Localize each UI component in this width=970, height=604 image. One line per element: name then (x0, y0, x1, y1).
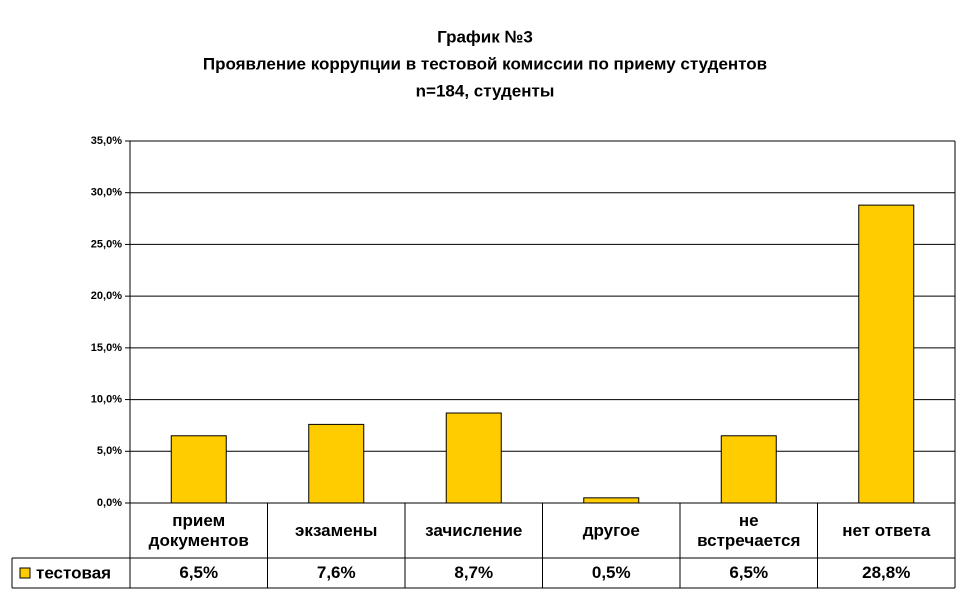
bar (583, 497, 640, 504)
x-tick-label: другое (582, 520, 640, 540)
y-tick-label: 20,0% (91, 290, 122, 302)
bar (170, 435, 227, 504)
data-label: 8,7% (454, 563, 494, 582)
x-tick-label: зачисление (425, 520, 523, 540)
x-tick-label: не встречается (697, 510, 801, 550)
data-label: 28,8% (862, 563, 911, 582)
data-label: 6,5% (729, 563, 769, 582)
x-tick-label: экзамены (295, 520, 378, 540)
data-label: 6,5% (179, 563, 219, 582)
data-label: 7,6% (316, 563, 356, 582)
y-tick-label: 0,0% (97, 497, 122, 509)
chart-title: Проявление коррупции в тестовой комиссии… (203, 54, 767, 73)
y-tick-label: 35,0% (91, 135, 122, 147)
y-tick-label: 10,0% (91, 393, 122, 405)
legend-label: тестовая (36, 563, 111, 582)
y-tick-label: 25,0% (91, 238, 122, 250)
data-label: 0,5% (591, 563, 631, 582)
bar (308, 423, 365, 504)
bar (858, 204, 915, 504)
chart-title: График №3 (437, 27, 533, 46)
x-tick-label: прием документов (148, 510, 249, 550)
bar (445, 412, 502, 504)
bar (720, 435, 777, 504)
legend-swatch (19, 567, 31, 579)
x-tick-label: нет ответа (842, 520, 931, 540)
y-tick-label: 30,0% (91, 187, 122, 199)
y-tick-label: 15,0% (91, 342, 122, 354)
chart-title: n=184, студенты (416, 81, 555, 100)
y-tick-label: 5,0% (97, 445, 122, 457)
